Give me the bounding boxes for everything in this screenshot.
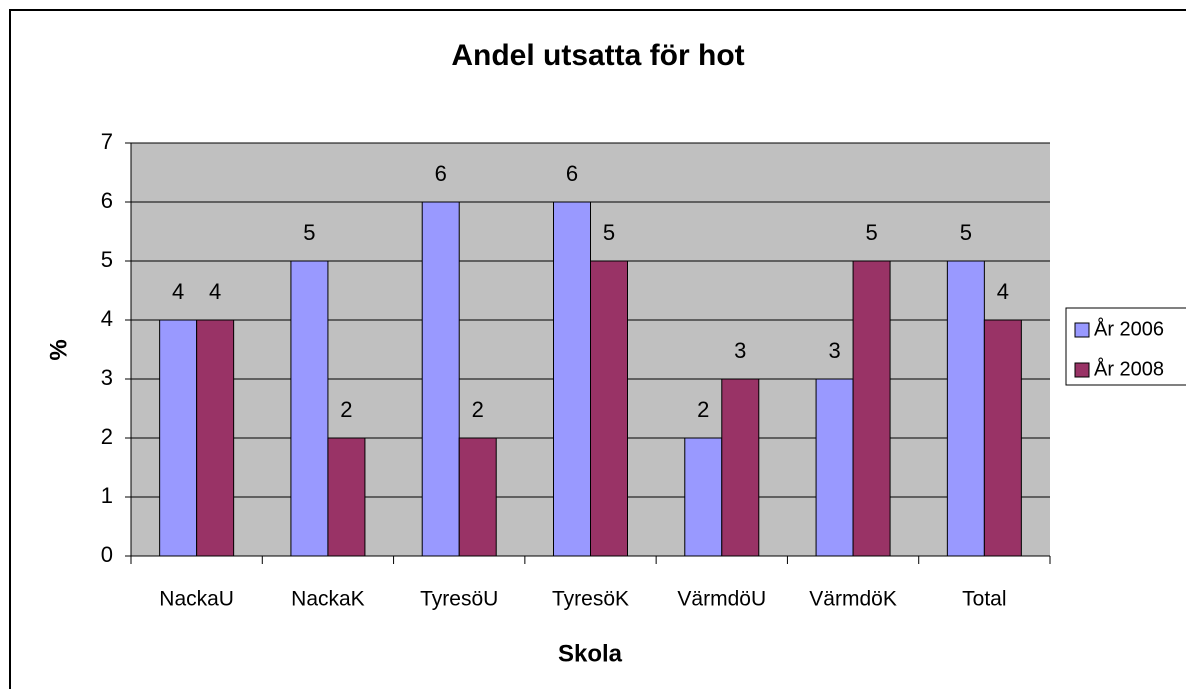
data-label: 2: [472, 397, 484, 422]
x-tick-label: NackaK: [291, 588, 365, 611]
y-tick-label: 1: [101, 483, 113, 508]
x-tick-label: NackaU: [159, 588, 234, 611]
data-label: 6: [435, 161, 447, 186]
bar: [946, 260, 985, 557]
bar: [290, 260, 329, 557]
bar: [159, 319, 198, 557]
chart-title: Andel utsatta för hot: [451, 39, 744, 72]
data-label: 6: [566, 161, 578, 186]
bar: [590, 260, 628, 557]
data-label: 5: [603, 220, 615, 245]
y-tick-label: 0: [101, 542, 113, 567]
y-tick-label: 3: [101, 365, 113, 390]
data-label: 4: [209, 279, 221, 304]
data-label: 2: [697, 397, 709, 422]
bar: [553, 201, 591, 557]
data-label: 4: [172, 279, 184, 304]
y-tick-label: 6: [101, 188, 113, 213]
legend-label: År 2008: [1094, 357, 1164, 380]
data-label: 5: [303, 220, 315, 245]
x-tick-label: Total: [962, 588, 1006, 611]
y-axis-label: %: [45, 339, 72, 360]
data-label: 5: [960, 220, 972, 245]
bar: [721, 378, 760, 557]
data-label: 3: [734, 338, 746, 363]
legend-swatch: [1074, 362, 1090, 378]
x-tick-label: VärmdöU: [677, 588, 766, 611]
y-tick-label: 4: [101, 306, 113, 331]
bar: [684, 437, 723, 557]
bar: [421, 201, 460, 557]
y-tick-label: 7: [101, 129, 113, 154]
data-label: 3: [828, 338, 840, 363]
bar: [983, 319, 1022, 557]
legend-label: År 2006: [1094, 317, 1164, 340]
data-label: 4: [997, 279, 1009, 304]
x-axis-label: Skola: [558, 640, 623, 667]
x-tick-label: TyresöK: [552, 588, 629, 611]
x-tick-label: VärmdöK: [809, 588, 897, 611]
bar: [458, 437, 497, 557]
x-tick-label: TyresöU: [420, 588, 498, 611]
y-tick-label: 2: [101, 424, 113, 449]
bar: [327, 437, 366, 557]
y-tick-label: 5: [101, 247, 113, 272]
bar: [815, 378, 854, 557]
bar: [852, 260, 891, 557]
legend-swatch: [1074, 322, 1090, 338]
data-label: 5: [865, 220, 877, 245]
bar: [196, 319, 235, 557]
data-label: 2: [340, 397, 352, 422]
